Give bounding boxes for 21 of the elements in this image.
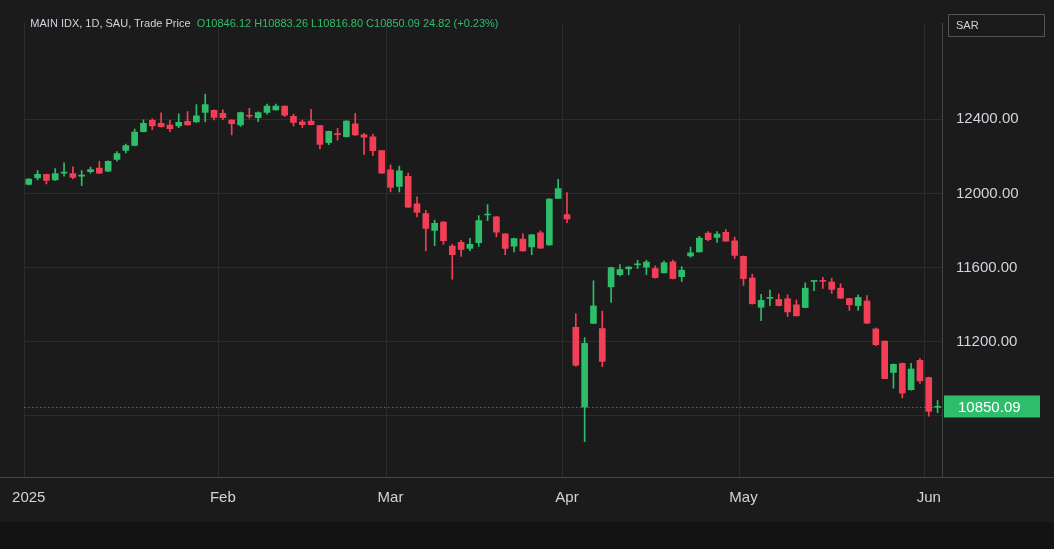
y-tick-label: 11200.00 <box>956 331 1018 349</box>
x-tick-label: Jun <box>916 488 941 506</box>
text: SAR <box>956 19 979 32</box>
candlestick <box>810 280 818 292</box>
chart-title: MAIN IDX, 1D, SAU, Trade Price <box>30 17 191 30</box>
ref-line-label: 10850.09 <box>958 397 1021 415</box>
candlestick <box>766 289 774 306</box>
candlestick <box>448 244 456 280</box>
candlestick <box>175 113 183 129</box>
x-tick-label: Mar <box>377 488 404 506</box>
x-tick-label: Feb <box>209 488 236 506</box>
candlestick <box>819 276 827 289</box>
candlestick <box>563 192 571 224</box>
y-tick-label: 12000.00 <box>956 183 1019 201</box>
candlestick <box>228 119 236 136</box>
chart-subtitle: O10846.12 H10883.26 L10816.80 C10850.09 24.82 (+0.23%) <box>196 17 499 30</box>
y-tick-label: 11600.00 <box>956 257 1018 275</box>
x-tick-label: Apr <box>555 488 579 506</box>
x-tick-label: 2025 <box>12 488 46 506</box>
x-tick-label: May <box>729 488 759 506</box>
y-tick-label: 12400.00 <box>956 109 1019 127</box>
